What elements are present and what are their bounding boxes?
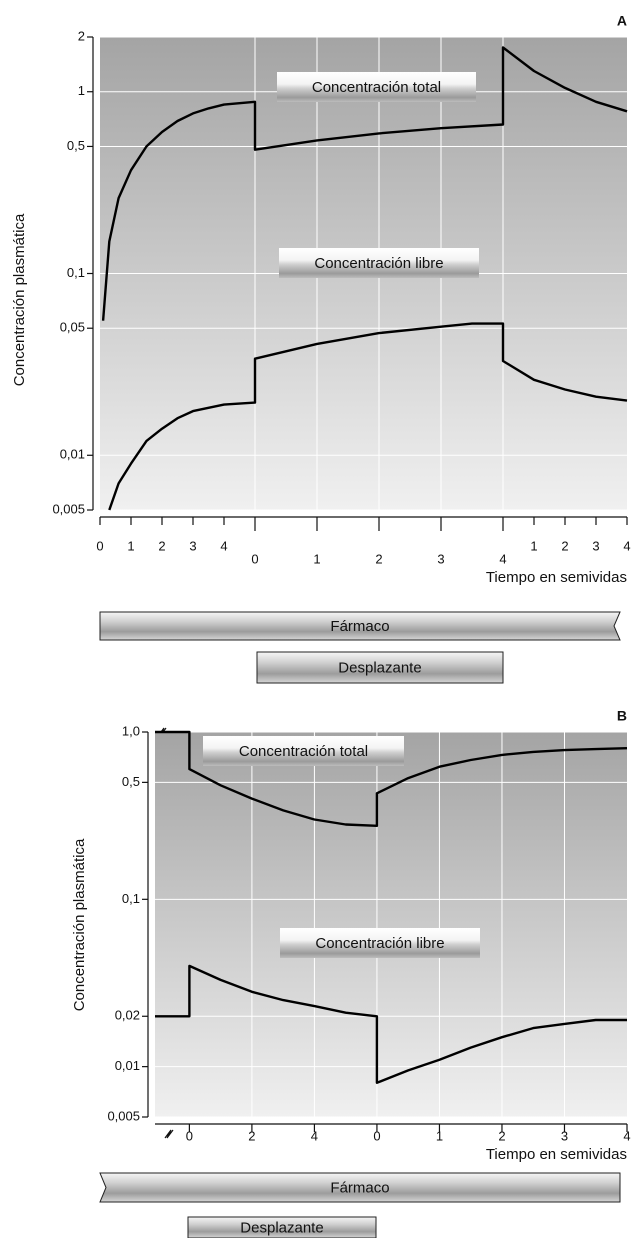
x-tick-label: 0 xyxy=(186,1128,193,1143)
y-tick-label: 0,01 xyxy=(115,1058,140,1073)
panel: 0,005 0,01 0,02 0,1 0,5 1,0 0 2 4 0 1 2 3 4 Tiempo en … xyxy=(71,708,631,1238)
treatment-label: Desplazante xyxy=(240,1219,323,1236)
x-tick-label: 1 xyxy=(436,1128,443,1143)
x-tick-label: 2 xyxy=(561,538,568,553)
x-tick-label: 4 xyxy=(499,551,506,566)
panel-label: A xyxy=(617,13,627,29)
treatment-bar xyxy=(256,651,504,684)
y-tick-label: 0,01 xyxy=(60,447,85,462)
series-line xyxy=(108,322,628,511)
x-tick-label: 4 xyxy=(623,1128,630,1143)
x-tick-label: 1 xyxy=(530,538,537,553)
series-label-box xyxy=(279,248,479,278)
y-tick-label: 0,005 xyxy=(52,501,85,516)
y-tick-label: 1,0 xyxy=(122,723,140,738)
series-label: Concentración libre xyxy=(315,935,444,952)
x-tick-label: 1 xyxy=(127,538,134,553)
x-tick-label: 0 xyxy=(251,551,258,566)
x-tick-label: 3 xyxy=(189,538,196,553)
treatment-bar xyxy=(187,1216,377,1238)
x-tick-label: 1 xyxy=(313,551,320,566)
treatment-label: Fármaco xyxy=(330,1179,389,1196)
x-tick-label: 2 xyxy=(375,551,382,566)
plot-background xyxy=(155,732,627,1117)
y-tick-label: 0,5 xyxy=(122,774,140,789)
y-tick-label: 0,02 xyxy=(115,1008,140,1023)
series-line xyxy=(155,964,627,1084)
y-tick-label: 2 xyxy=(78,28,85,43)
x-tick-label: 3 xyxy=(592,538,599,553)
x-tick-label: 3 xyxy=(437,551,444,566)
treatment-label: Desplazante xyxy=(338,659,421,676)
x-tick-label: 3 xyxy=(561,1128,568,1143)
x-tick-label: 2 xyxy=(158,538,165,553)
y-tick-label: 1 xyxy=(78,83,85,98)
x-axis-label: Tiempo en semividas xyxy=(486,569,627,586)
series-label: Concentración libre xyxy=(314,255,443,272)
y-axis-label: Concentración plasmática xyxy=(71,838,88,1011)
x-axis-label: Tiempo en semividas xyxy=(486,1146,627,1163)
series-label-box xyxy=(203,736,404,766)
x-tick-label: 2 xyxy=(498,1128,505,1143)
x-tick-label: 0 xyxy=(373,1128,380,1143)
x-tick-label: 4 xyxy=(220,538,227,553)
y-tick-label: 0,05 xyxy=(60,320,85,335)
series-line xyxy=(101,46,628,321)
x-tick-label: 4 xyxy=(623,538,630,553)
y-tick-label: 0,1 xyxy=(67,265,85,280)
series-label: Concentración total xyxy=(312,79,441,96)
series-line xyxy=(155,730,628,827)
panel: 0,005 0,01 0,05 0,1 0,5 1 2 0 1 2 3 4 0 1 2 3 4 1 2 3 4 Tiemp… xyxy=(11,13,631,684)
x-tick-label: 0 xyxy=(96,538,103,553)
treatment-bar xyxy=(99,1172,621,1203)
y-tick-label: 0,1 xyxy=(122,891,140,906)
y-tick-label: 0,5 xyxy=(67,138,85,153)
x-tick-label: 4 xyxy=(311,1128,318,1143)
treatment-bar xyxy=(99,611,621,641)
panel-label: B xyxy=(617,708,627,724)
y-tick-label: 0,005 xyxy=(107,1108,140,1123)
series-label-box xyxy=(280,928,480,958)
x-tick-label: 2 xyxy=(248,1128,255,1143)
series-label: Concentración total xyxy=(239,743,368,760)
series-label-box xyxy=(277,72,476,102)
y-axis-label: Concentración plasmática xyxy=(11,213,28,386)
treatment-label: Fármaco xyxy=(330,618,389,635)
